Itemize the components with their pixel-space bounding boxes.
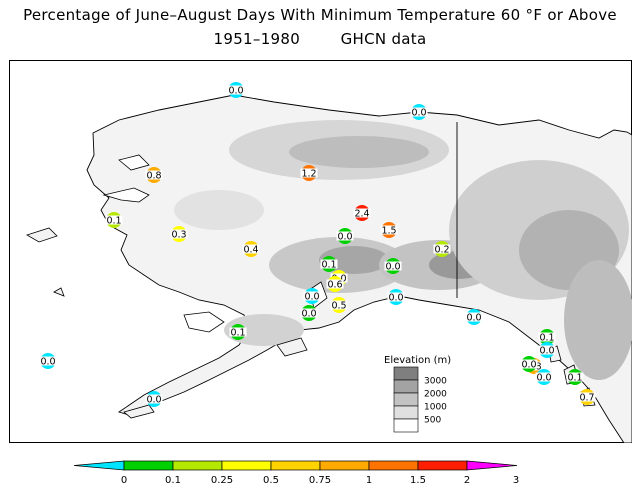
station-marker: 0.0 bbox=[300, 305, 318, 321]
station-value: 0.1 bbox=[567, 373, 582, 384]
colorbar-tick-label: 0.75 bbox=[309, 475, 331, 486]
station-value: 0.0 bbox=[146, 395, 161, 406]
station-marker: 0.1 bbox=[105, 212, 123, 228]
station-marker: 0.1 bbox=[320, 256, 338, 272]
station-marker: 0.0 bbox=[39, 353, 57, 369]
elevation-shading bbox=[174, 120, 632, 380]
legend-level-label: 2000 bbox=[424, 390, 447, 400]
station-marker: 0.0 bbox=[535, 369, 553, 385]
legend-level-label: 3000 bbox=[424, 377, 447, 387]
elevation-legend: Elevation (m) 3000 2000 1000 500 bbox=[384, 355, 451, 433]
station-value: 0.2 bbox=[434, 245, 449, 256]
colorbar-tick-label: 1.5 bbox=[410, 475, 426, 486]
colorbar-segment bbox=[466, 460, 518, 471]
colorbar-segment bbox=[417, 460, 468, 471]
legend-swatch bbox=[393, 392, 419, 407]
station-marker: 0.0 bbox=[387, 289, 405, 305]
colorbar-segment bbox=[123, 460, 174, 471]
station-markers: 0.00.00.8 1.20.10.32.41.50.00.4 0.20.1 0.00… bbox=[39, 82, 596, 407]
legend-level-label: 500 bbox=[424, 416, 441, 426]
norton-sound bbox=[102, 187, 150, 203]
map-subtitle: 1951–1980 GHCN data bbox=[213, 30, 427, 48]
station-marker: 0.3 bbox=[170, 226, 188, 242]
colorbar: 0 0.1 0.25 0.5 0.75 1 1.5 2 3 bbox=[73, 460, 519, 486]
station-marker: 1.2 bbox=[300, 165, 318, 181]
colorbar-tick-label: 0 bbox=[121, 475, 127, 486]
station-value: 0.1 bbox=[321, 260, 336, 271]
station-marker: 1.5 bbox=[380, 222, 398, 238]
station-marker: 0.1 bbox=[566, 369, 584, 385]
station-marker: 0.0 bbox=[520, 356, 538, 372]
legend-title: Elevation (m) bbox=[384, 355, 451, 366]
station-marker: 0.5 bbox=[330, 297, 348, 313]
station-marker: 0.0 bbox=[145, 391, 163, 407]
legend-level-label: 1000 bbox=[424, 403, 447, 413]
station-marker: 0.4 bbox=[242, 241, 260, 257]
colorbar-segment bbox=[319, 460, 370, 471]
station-marker: 0.7 bbox=[578, 389, 596, 405]
colorbar-tick-label: 2 bbox=[464, 475, 470, 486]
station-value: 0.8 bbox=[146, 171, 161, 182]
station-value: 0.0 bbox=[536, 373, 551, 384]
colorbar-tick-label: 0.25 bbox=[211, 475, 233, 486]
legend-swatch bbox=[393, 405, 419, 420]
station-value: 0.6 bbox=[327, 280, 342, 291]
station-marker: 0.0 bbox=[465, 309, 483, 325]
station-marker: 0.0 bbox=[227, 82, 245, 98]
station-value: 0.0 bbox=[40, 357, 55, 368]
station-value: 0.0 bbox=[228, 86, 243, 97]
station-value: 0.0 bbox=[388, 293, 403, 304]
station-value: 0.1 bbox=[106, 216, 121, 227]
station-marker: 0.0 bbox=[410, 104, 428, 120]
station-marker: 0.1 bbox=[229, 324, 247, 340]
legend-swatch bbox=[393, 366, 419, 381]
legend-swatch bbox=[393, 379, 419, 394]
station-value: 1.5 bbox=[381, 226, 396, 237]
station-value: 0.0 bbox=[466, 313, 481, 324]
bristol-bay bbox=[183, 311, 225, 333]
colorbar-segment bbox=[172, 460, 223, 471]
legend-swatch bbox=[393, 418, 419, 433]
colorbar-segment bbox=[221, 460, 272, 471]
station-value: 0.1 bbox=[539, 333, 554, 344]
station-marker: 0.8 bbox=[145, 167, 163, 183]
colorbar-segment bbox=[368, 460, 419, 471]
station-value: 1.2 bbox=[301, 169, 316, 180]
station-value: 0.0 bbox=[411, 108, 426, 119]
colorbar-segment bbox=[270, 460, 321, 471]
station-value: 0.7 bbox=[579, 393, 594, 404]
station-marker: 0.0 bbox=[336, 228, 354, 244]
station-value: 0.5 bbox=[331, 301, 346, 312]
station-value: 2.4 bbox=[354, 209, 369, 220]
colorbar-tick-label: 0.1 bbox=[165, 475, 181, 486]
map-title: Percentage of June–August Days With Mini… bbox=[23, 6, 617, 24]
station-marker: 0.6 bbox=[326, 276, 344, 292]
kotzebue-sound bbox=[118, 154, 150, 171]
station-value: 0.0 bbox=[521, 360, 536, 371]
colorbar-tick-label: 3 bbox=[513, 475, 519, 486]
colorbar-tick-label: 1 bbox=[366, 475, 372, 486]
colorbar-segment bbox=[73, 460, 125, 471]
station-value: 0.0 bbox=[385, 262, 400, 273]
station-value: 0.0 bbox=[539, 346, 554, 357]
station-marker: 0.0 bbox=[384, 258, 402, 274]
station-marker: 0.0 bbox=[538, 342, 556, 358]
colorbar-tick-label: 0.5 bbox=[263, 475, 279, 486]
station-marker: 2.4 bbox=[353, 205, 371, 221]
station-value: 0.0 bbox=[301, 309, 316, 320]
station-marker: 0.1 bbox=[538, 329, 556, 345]
station-marker: 0.0 bbox=[303, 288, 321, 304]
station-marker: 0.2 bbox=[433, 241, 451, 257]
station-value: 0.4 bbox=[243, 245, 258, 256]
station-value: 0.0 bbox=[304, 292, 319, 303]
station-value: 0.3 bbox=[171, 230, 186, 241]
station-value: 0.0 bbox=[337, 232, 352, 243]
station-value: 0.1 bbox=[230, 328, 245, 339]
